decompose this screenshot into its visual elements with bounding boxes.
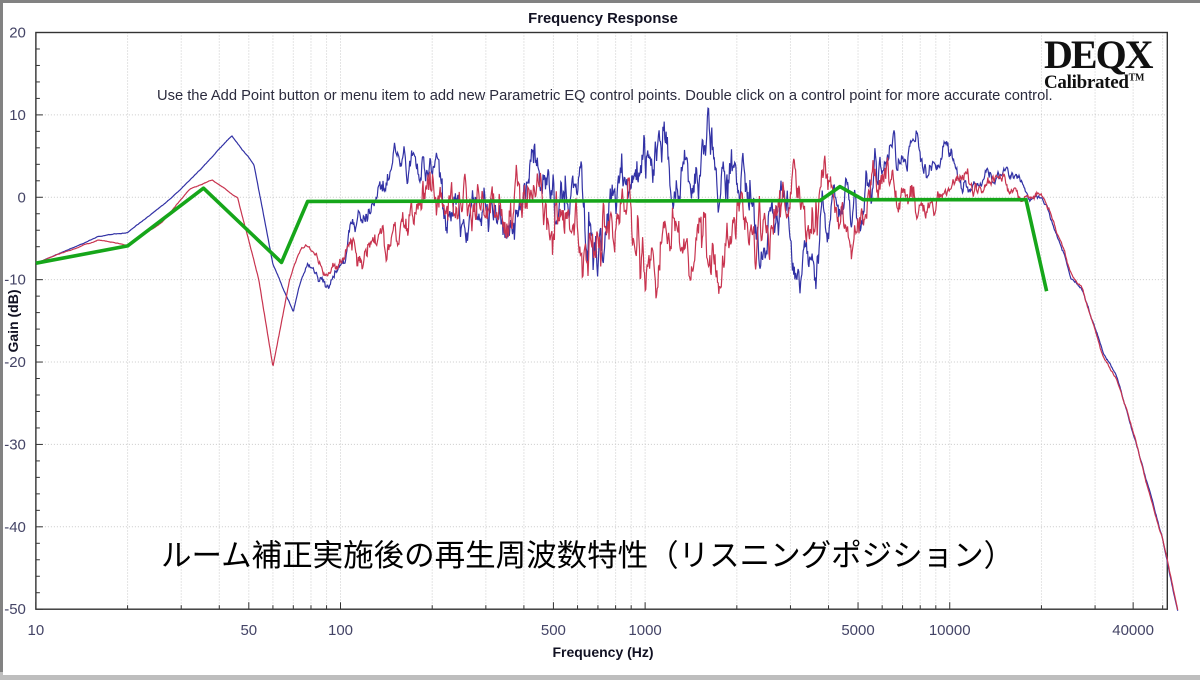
svg-text:40000: 40000 — [1112, 622, 1154, 639]
svg-text:-50: -50 — [4, 601, 26, 618]
svg-text:500: 500 — [541, 622, 566, 639]
svg-text:100: 100 — [328, 622, 353, 639]
svg-text:5000: 5000 — [841, 622, 874, 639]
svg-text:0: 0 — [18, 189, 26, 206]
svg-text:-30: -30 — [4, 436, 26, 453]
svg-text:10: 10 — [9, 107, 26, 124]
svg-text:10000: 10000 — [929, 622, 971, 639]
svg-text:20: 20 — [9, 25, 26, 42]
svg-text:-40: -40 — [4, 519, 26, 536]
svg-text:1000: 1000 — [628, 622, 661, 639]
svg-text:50: 50 — [240, 622, 257, 639]
svg-text:10: 10 — [28, 622, 45, 639]
